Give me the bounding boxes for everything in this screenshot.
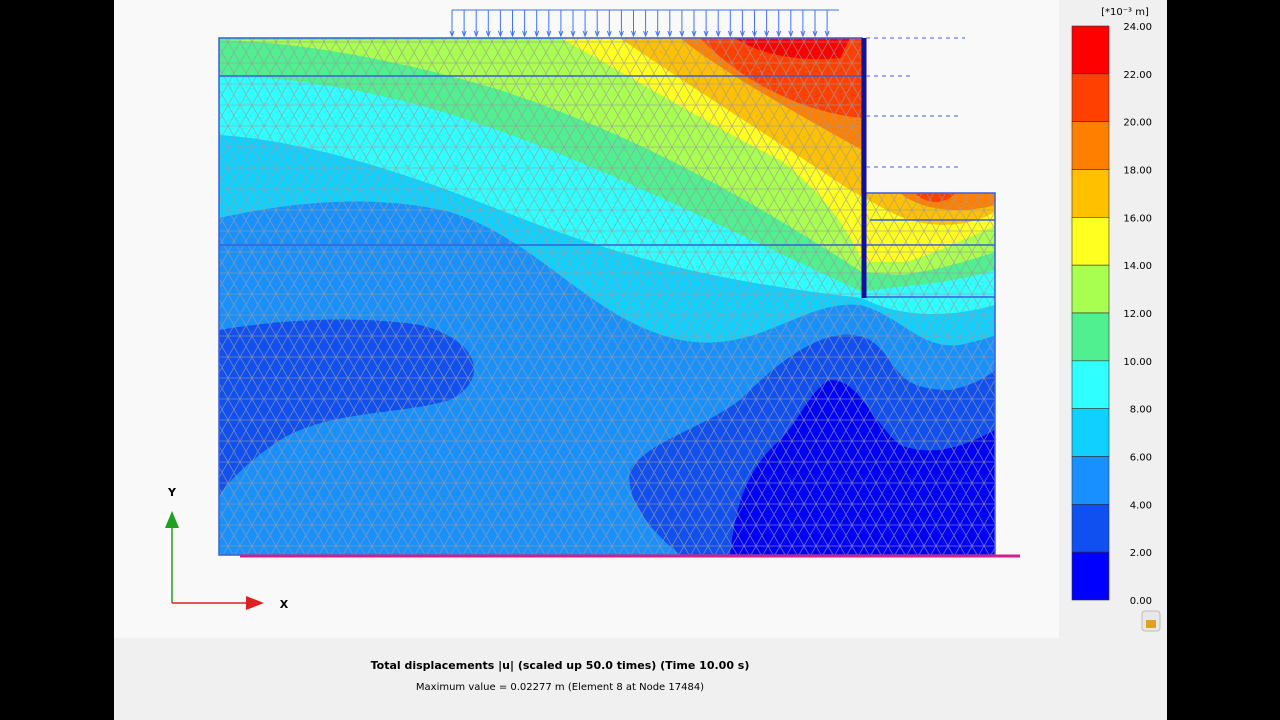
load-head <box>703 30 709 38</box>
load-head <box>655 30 661 38</box>
anchors <box>866 37 965 168</box>
load-head <box>643 30 649 38</box>
load-head <box>776 30 782 38</box>
contour-plot <box>219 38 995 555</box>
legend-swatch <box>1071 217 1110 266</box>
load-head <box>497 30 503 38</box>
load-head <box>739 30 745 38</box>
legend-swatch <box>1071 360 1110 409</box>
load-head <box>534 30 540 38</box>
y-label: Y <box>167 486 177 499</box>
load-head <box>594 30 600 38</box>
load-head <box>812 30 818 38</box>
load-head <box>667 30 673 38</box>
legend-label: 16.00 <box>1123 213 1152 224</box>
legend-label: 4.00 <box>1130 500 1152 511</box>
lock-icon <box>1146 620 1156 628</box>
load-head <box>461 30 467 38</box>
load-head <box>764 30 770 38</box>
legend-label: 18.00 <box>1123 166 1152 177</box>
legend-label: 10.00 <box>1123 357 1152 368</box>
load-head <box>449 30 455 38</box>
load-head <box>582 30 588 38</box>
load-head <box>824 30 830 38</box>
legend-swatch <box>1071 312 1110 362</box>
load-head <box>570 30 576 38</box>
load-head <box>485 30 491 38</box>
load-head <box>691 30 697 38</box>
legend-label: 20.00 <box>1123 118 1152 129</box>
legend-swatch <box>1071 408 1110 457</box>
legend-label: 2.00 <box>1130 548 1152 559</box>
caption-detail: Maximum value = 0.02277 m (Element 8 at … <box>416 682 704 693</box>
legend-label: 0.00 <box>1130 596 1152 607</box>
legend-unit: [*10⁻³ m] <box>1101 7 1149 18</box>
load-head <box>546 30 552 38</box>
legend-swatch <box>1071 504 1110 553</box>
legend-label: 6.00 <box>1130 453 1152 464</box>
load-head <box>606 30 612 38</box>
legend-swatch <box>1071 551 1110 601</box>
legend-label: 12.00 <box>1123 309 1152 320</box>
load-head <box>715 30 721 38</box>
x-label: X <box>280 598 289 611</box>
load-head <box>510 30 515 38</box>
legend: [*10⁻³ m] 24.00 22.00 20.00 18.00 16.00 14.00… <box>1071 7 1152 607</box>
load-head <box>631 30 636 38</box>
load-head <box>679 30 685 38</box>
caption-title: Total displacements |u| (scaled up 50.0 … <box>371 659 750 672</box>
load-head <box>522 30 528 38</box>
legend-swatch <box>1071 25 1110 75</box>
load-head <box>800 30 806 38</box>
legend-label: 22.00 <box>1123 70 1152 81</box>
distributed-load <box>449 9 839 38</box>
legend-swatch <box>1071 121 1110 170</box>
load-head <box>473 30 479 38</box>
legend-label: 24.00 <box>1123 22 1152 33</box>
legend-label: 8.00 <box>1130 405 1152 416</box>
load-head <box>618 30 624 38</box>
axis-triad: Y X <box>165 486 289 611</box>
legend-swatch <box>1071 456 1110 505</box>
legend-label: 14.00 <box>1123 261 1152 272</box>
x-arrow <box>246 596 264 610</box>
y-arrow <box>165 511 179 528</box>
legend-swatch <box>1071 169 1110 218</box>
load-head <box>558 30 564 38</box>
load-head <box>727 30 733 38</box>
legend-swatch <box>1071 73 1110 122</box>
load-head <box>752 30 757 38</box>
legend-swatch <box>1071 264 1110 314</box>
load-head <box>788 30 794 38</box>
